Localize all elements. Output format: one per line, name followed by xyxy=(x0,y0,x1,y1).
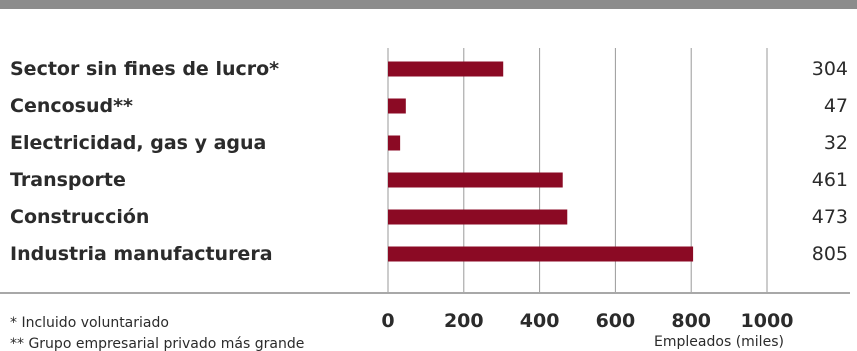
category-label-3: Transporte xyxy=(10,169,126,191)
value-label-0: 304 xyxy=(812,58,848,80)
bars xyxy=(388,62,693,262)
category-label-2: Electricidad, gas y agua xyxy=(10,132,266,154)
x-tick-label-600: 600 xyxy=(596,310,636,332)
category-label-1: Cencosud** xyxy=(10,95,133,117)
bar-3 xyxy=(388,173,563,188)
bar-1 xyxy=(388,99,406,114)
x-tick-label-800: 800 xyxy=(671,310,711,332)
x-tick-label-1000: 1000 xyxy=(741,310,794,332)
bar-0 xyxy=(388,62,503,77)
value-label-2: 32 xyxy=(824,132,848,154)
footnote-1: * Incluido voluntariado xyxy=(10,315,169,331)
category-label-0: Sector sin fines de lucro* xyxy=(10,58,279,80)
x-tick-label-0: 0 xyxy=(381,310,394,332)
value-label-5: 805 xyxy=(812,243,848,265)
x-tick-label-400: 400 xyxy=(520,310,560,332)
value-label-1: 47 xyxy=(824,95,848,117)
x-tick-labels: 0 200 400 600 800 1000 xyxy=(381,310,793,332)
footnote-2: ** Grupo empresarial privado más grande xyxy=(10,336,304,351)
value-label-3: 461 xyxy=(812,169,848,191)
bar-5 xyxy=(388,247,693,262)
category-label-5: Industria manufacturera xyxy=(10,243,273,265)
x-tick-label-200: 200 xyxy=(444,310,484,332)
bar-4 xyxy=(388,210,567,225)
value-labels: 304 47 32 461 473 805 xyxy=(812,58,848,265)
header-rule xyxy=(0,0,857,9)
bar-2 xyxy=(388,136,400,151)
category-label-4: Construcción xyxy=(10,206,149,228)
category-labels: Sector sin fines de lucro* Cencosud** Elec… xyxy=(10,58,279,265)
x-axis-title: Empleados (miles) xyxy=(654,334,784,350)
value-label-4: 473 xyxy=(812,206,848,228)
